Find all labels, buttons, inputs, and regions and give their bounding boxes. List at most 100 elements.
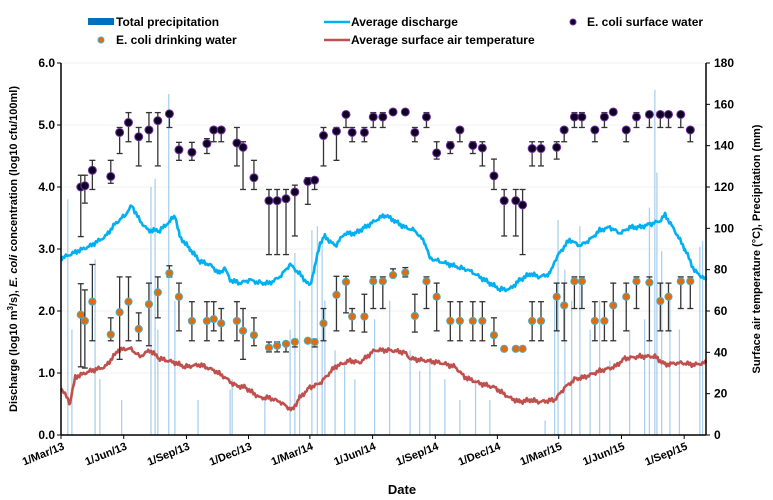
surface-water-point xyxy=(518,200,528,210)
surface-water-point xyxy=(590,125,600,135)
drinking-water-point xyxy=(88,297,97,306)
y-left-tick-label: 4.0 xyxy=(38,180,55,194)
legend: Total precipitation Average discharge E. c… xyxy=(88,15,703,47)
surface-water-point xyxy=(599,112,609,122)
surface-water-point xyxy=(559,125,569,135)
surface-water-point xyxy=(489,171,499,181)
x-tick-label: 1/Dec/13 xyxy=(208,441,254,469)
surface-water-point xyxy=(655,109,665,119)
surface-water-point xyxy=(378,112,388,122)
surface-water-point xyxy=(685,125,695,135)
drinking-water-point xyxy=(686,277,695,286)
y-left-tick-label: 6.0 xyxy=(38,56,55,70)
drinking-water-point xyxy=(664,292,673,301)
drinking-water-point xyxy=(410,311,419,321)
x-tick-label: 1/Sep/13 xyxy=(146,441,192,469)
drinking-water-point xyxy=(281,339,291,348)
drinking-water-point xyxy=(232,316,242,326)
y-left-tick-label: 3.0 xyxy=(38,242,55,256)
legend-label-drinking-water: E. coli drinking water xyxy=(116,33,237,47)
x-tick-label: 1/Mar/15 xyxy=(519,441,564,469)
x-tick-label: 1/Sep/14 xyxy=(395,440,442,468)
surface-water-point xyxy=(347,127,357,137)
drinking-water-point xyxy=(388,270,398,280)
legend-label-discharge: Average discharge xyxy=(351,15,458,29)
surface-water-point xyxy=(341,109,351,119)
y-left-tick-label: 2.0 xyxy=(38,304,55,318)
x-tick-label: 1/Jun/14 xyxy=(332,440,378,468)
y-right-tick-label: 0 xyxy=(714,428,721,442)
surface-water-point xyxy=(577,112,587,122)
drinking-water-point xyxy=(124,297,133,306)
x-tick-label: 1/Sep/15 xyxy=(643,441,689,469)
drinking-water-point xyxy=(518,344,527,353)
x-tick-label: 1/Dec/14 xyxy=(457,440,504,468)
drinking-water-point xyxy=(622,292,631,301)
drinking-water-point xyxy=(238,326,248,335)
surface-water-point xyxy=(319,131,328,141)
drinking-water-point xyxy=(676,277,685,286)
drinking-water-point xyxy=(332,290,341,299)
surface-water-point xyxy=(281,194,291,204)
drinking-water-point xyxy=(528,316,537,326)
surface-water-point xyxy=(445,140,455,150)
legend-label-temperature: Average surface air temperature xyxy=(351,33,535,47)
drinking-water-point xyxy=(632,277,641,286)
drinking-water-point xyxy=(600,316,609,326)
point-series xyxy=(76,107,695,369)
surface-water-point xyxy=(388,107,398,117)
surface-water-point xyxy=(400,107,410,117)
x-tick-label: 1/Mar/13 xyxy=(21,441,66,469)
y-right-tick-label: 140 xyxy=(714,139,734,153)
x-tick-label: 1/Jun/15 xyxy=(581,441,626,469)
drinking-water-point xyxy=(560,301,569,310)
surface-water-point xyxy=(187,147,197,157)
surface-water-point xyxy=(569,112,579,122)
surface-water-point xyxy=(536,144,546,154)
surface-water-point xyxy=(115,127,125,137)
surface-water-point xyxy=(249,173,259,183)
drinking-water-point xyxy=(303,336,312,345)
x-tick-label: 1/Jun/13 xyxy=(84,441,129,469)
drinking-water-point xyxy=(165,269,174,278)
drinking-water-point xyxy=(468,316,477,326)
surface-water-point xyxy=(272,196,282,206)
drinking-water-point xyxy=(273,341,282,350)
line-series xyxy=(59,204,708,412)
drinking-water-point xyxy=(341,277,351,286)
x-tick-label: 1/Mar/14 xyxy=(270,440,316,468)
surface-water-point xyxy=(631,112,641,122)
y-right-tick-label: 20 xyxy=(714,387,728,401)
surface-water-point xyxy=(232,138,242,148)
y-right-tick-label: 40 xyxy=(714,345,728,359)
surface-water-point xyxy=(216,125,226,135)
surface-water-point xyxy=(87,165,97,175)
surface-water-point xyxy=(359,127,369,137)
legend-label-precipitation: Total precipitation xyxy=(116,15,219,29)
surface-water-point xyxy=(468,140,478,150)
surface-water-point xyxy=(676,109,686,119)
drinking-water-point xyxy=(290,337,299,347)
surface-water-point xyxy=(264,196,274,206)
drinking-water-point xyxy=(264,343,274,352)
drinking-water-point xyxy=(401,268,410,277)
drinking-water-point xyxy=(187,316,197,326)
surface-water-point xyxy=(290,187,300,197)
surface-water-point xyxy=(499,196,509,206)
drinking-water-point xyxy=(478,316,487,326)
surface-water-point xyxy=(455,125,465,135)
temperature-line xyxy=(59,346,708,412)
drinking-water-point xyxy=(310,337,319,347)
drinking-water-point xyxy=(153,288,162,297)
surface-water-point xyxy=(664,109,673,119)
drinking-water-point xyxy=(106,330,115,339)
x-axis-title: Date xyxy=(388,482,416,497)
surface-water-point xyxy=(202,139,212,149)
surface-water-point xyxy=(310,175,320,185)
surface-water-point xyxy=(477,143,487,153)
surface-water-point xyxy=(174,145,184,155)
y-right-tick-label: 100 xyxy=(714,221,734,235)
surface-water-point xyxy=(608,107,618,117)
precipitation-bars xyxy=(67,89,704,435)
